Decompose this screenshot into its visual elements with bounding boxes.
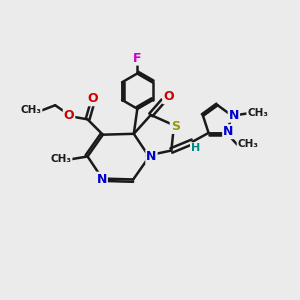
Text: S: S (171, 120, 180, 133)
Text: CH₃: CH₃ (20, 105, 41, 115)
Text: CH₃: CH₃ (238, 140, 259, 149)
Text: N: N (223, 125, 233, 138)
Text: O: O (163, 90, 174, 103)
Text: N: N (146, 150, 157, 163)
Text: CH₃: CH₃ (51, 154, 72, 164)
Text: CH₃: CH₃ (247, 107, 268, 118)
Text: O: O (64, 109, 74, 122)
Text: F: F (133, 52, 142, 64)
Text: O: O (88, 92, 98, 105)
Text: N: N (229, 109, 239, 122)
Text: H: H (191, 143, 200, 153)
Text: N: N (97, 172, 107, 186)
